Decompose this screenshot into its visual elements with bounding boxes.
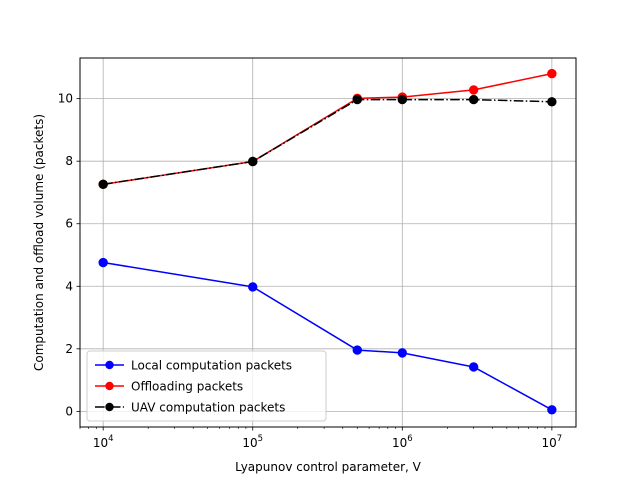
series-0 (98, 257, 557, 415)
series-1 (98, 68, 557, 190)
tick-labels: 104 105 106 107 0 2 4 6 8 10 (58, 92, 562, 450)
data-point (468, 85, 479, 95)
legend-label: Offloading packets (131, 380, 243, 394)
data-point (352, 94, 362, 105)
series-2 (98, 94, 557, 190)
y-tick-label: 8 (65, 154, 73, 168)
legend-item: UAV computation packets (95, 401, 285, 415)
data-point (547, 68, 557, 79)
y-tick-label: 6 (65, 217, 73, 231)
y-tick-label: 2 (65, 342, 73, 356)
series-line (103, 72, 553, 186)
x-tick-label: 107 (542, 434, 563, 450)
data-point (98, 179, 108, 190)
data-point (468, 362, 479, 372)
y-tick-label: 0 (65, 404, 73, 418)
plot-frame (79, 57, 577, 428)
legend-marker (105, 402, 114, 412)
y-tick-label: 10 (58, 92, 73, 106)
series-line (103, 261, 553, 411)
data-point (98, 257, 108, 268)
data-point (547, 405, 557, 415)
legend-label: Local computation packets (131, 359, 292, 373)
legend-item: Offloading packets (95, 380, 243, 394)
data-point (397, 94, 407, 105)
series-line (103, 98, 552, 186)
y-tick-label: 4 (65, 279, 73, 293)
data-point (397, 348, 407, 358)
x-tick-label: 106 (392, 434, 413, 450)
data-point (547, 97, 557, 107)
data-point (468, 94, 479, 105)
y-axis-label: Computation and offload volume (packets) (32, 114, 46, 371)
axis-ticks (76, 98, 553, 431)
legend-label: UAV computation packets (131, 401, 285, 415)
legend-item: Local computation packets (95, 359, 292, 373)
data-point (352, 345, 362, 355)
data-point (248, 156, 258, 167)
x-tick-label: 104 (93, 434, 114, 450)
legend: Local computation packets Offloading pack… (86, 350, 327, 422)
x-axis-label: Lyapunov control parameter, V (235, 460, 422, 474)
data-point (248, 282, 258, 292)
legend-marker (105, 381, 114, 391)
x-tick-label: 105 (242, 434, 263, 450)
series-layer (98, 68, 557, 415)
legend-marker (105, 360, 114, 370)
legend-box (86, 350, 327, 422)
